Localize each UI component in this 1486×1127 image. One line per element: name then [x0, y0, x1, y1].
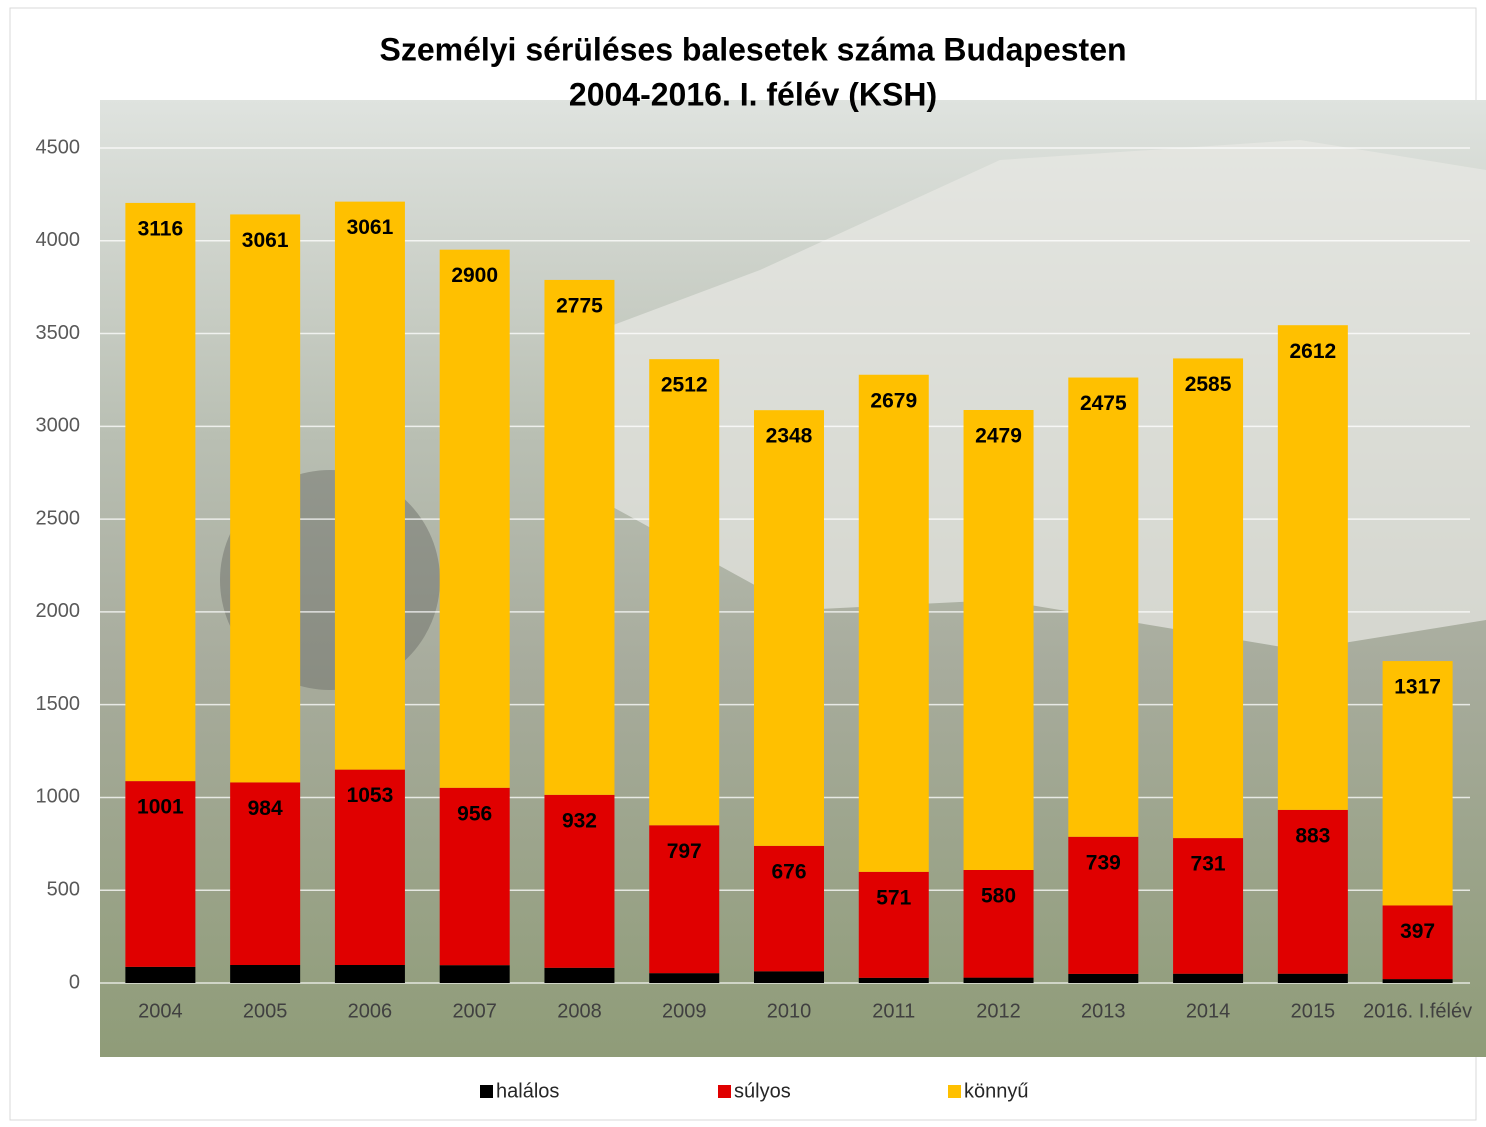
- bar-segment: [1173, 974, 1243, 983]
- value-label: 956: [457, 802, 492, 825]
- bar-segment: [754, 410, 824, 846]
- bar-segment: [1068, 974, 1138, 983]
- legend-label: súlyos: [734, 1080, 791, 1102]
- legend-swatch: [718, 1085, 731, 1098]
- bar-segment: [859, 375, 929, 872]
- value-label: 2900: [451, 264, 498, 287]
- x-tick-label: 2009: [662, 1000, 707, 1022]
- y-tick-label: 4000: [36, 229, 81, 251]
- y-tick-label: 500: [47, 879, 80, 901]
- value-label: 739: [1086, 851, 1121, 874]
- x-tick-label: 2008: [557, 1000, 602, 1022]
- bar-segment: [964, 410, 1034, 870]
- y-tick-label: 0: [69, 971, 80, 993]
- value-label: 3116: [138, 217, 184, 240]
- legend-label: halálos: [496, 1080, 559, 1102]
- value-label: 932: [562, 809, 597, 832]
- value-label: 2475: [1080, 392, 1127, 415]
- legend-label: könnyű: [964, 1080, 1029, 1102]
- value-label: 3061: [242, 229, 289, 252]
- bar-segment: [859, 978, 929, 983]
- value-label: 1001: [137, 796, 184, 819]
- x-tick-label: 2016. I.félév: [1363, 1000, 1472, 1022]
- bar-segment: [1278, 325, 1348, 810]
- bar-segment: [754, 971, 824, 983]
- x-tick-label: 2006: [348, 1000, 393, 1022]
- chart-title: Személyi sérüléses balesetek száma Budap…: [379, 31, 1126, 67]
- value-label: 731: [1191, 853, 1226, 876]
- value-label: 2775: [556, 294, 603, 317]
- x-tick-label: 2010: [767, 1000, 812, 1022]
- value-label: 1317: [1394, 676, 1441, 699]
- value-label: 676: [771, 860, 806, 883]
- value-label: 3061: [347, 216, 394, 239]
- bar-segment: [1068, 378, 1138, 837]
- y-tick-label: 4500: [36, 136, 81, 158]
- x-tick-label: 2005: [243, 1000, 288, 1022]
- value-label: 580: [981, 885, 1016, 908]
- bar-segment: [335, 202, 405, 770]
- bar-segment: [1173, 358, 1243, 838]
- value-label: 797: [667, 840, 702, 863]
- value-label: 571: [876, 886, 911, 909]
- legend-swatch: [948, 1085, 961, 1098]
- value-label: 1053: [347, 784, 394, 807]
- legend-swatch: [480, 1085, 493, 1098]
- bar-segment: [125, 967, 195, 983]
- value-label: 984: [248, 797, 283, 820]
- x-tick-label: 2014: [1186, 1000, 1231, 1022]
- y-tick-label: 3500: [36, 322, 81, 344]
- bar-segment: [964, 978, 1034, 983]
- y-tick-label: 2500: [36, 507, 81, 529]
- value-label: 397: [1400, 920, 1435, 943]
- x-tick-label: 2015: [1291, 1000, 1336, 1022]
- value-label: 2479: [975, 425, 1022, 448]
- x-tick-label: 2011: [872, 1000, 915, 1022]
- y-tick-label: 2000: [36, 600, 81, 622]
- bar-segment: [649, 359, 719, 825]
- value-label: 2585: [1185, 373, 1232, 396]
- bar-segment: [1278, 974, 1348, 983]
- bar-segment: [230, 214, 300, 782]
- chart-subtitle: 2004-2016. I. félév (KSH): [569, 76, 937, 112]
- y-tick-label: 1500: [36, 693, 81, 715]
- x-tick-label: 2007: [452, 1000, 497, 1022]
- bar-segment: [544, 968, 614, 983]
- y-tick-label: 3000: [36, 415, 81, 437]
- x-tick-label: 2012: [976, 1000, 1021, 1022]
- bar-segment: [440, 250, 510, 788]
- bar-segment: [1383, 979, 1453, 983]
- value-label: 883: [1295, 824, 1330, 847]
- value-label: 2348: [766, 425, 813, 448]
- bar-segment: [649, 973, 719, 983]
- bar-segment: [544, 280, 614, 795]
- bar-segment: [125, 203, 195, 781]
- x-tick-label: 2004: [138, 1000, 183, 1022]
- value-label: 2512: [661, 374, 708, 397]
- chart: Személyi sérüléses balesetek száma Budap…: [0, 0, 1486, 1122]
- value-label: 2679: [870, 389, 917, 412]
- y-tick-label: 1000: [36, 786, 81, 808]
- value-label: 2612: [1289, 340, 1336, 363]
- x-tick-label: 2013: [1081, 1000, 1126, 1022]
